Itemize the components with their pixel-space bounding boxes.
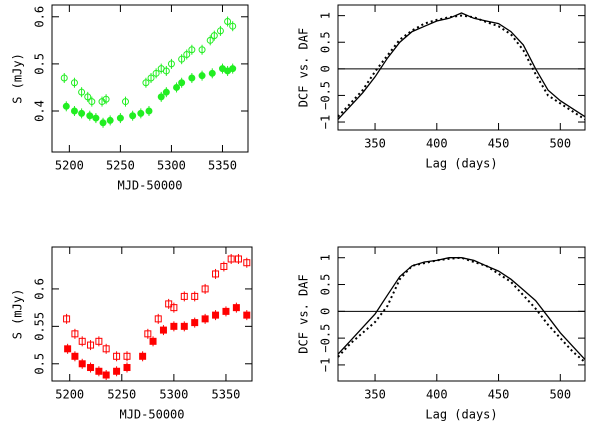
x-tick-label: 400: [426, 388, 448, 402]
dcf-line: [337, 12, 586, 120]
x-axis-label: MJD-50000: [117, 179, 182, 193]
x-tick-label: 350: [364, 388, 386, 402]
y-tick-label: −1: [319, 358, 333, 372]
x-tick-label: 5350: [212, 388, 241, 402]
y-tick-label: −0.5: [319, 81, 333, 110]
x-axis-label: MJD-50000: [119, 408, 184, 422]
y-tick-label: 0: [319, 308, 333, 315]
y-tick-label: 0.6: [33, 6, 47, 28]
x-tick-label: 500: [549, 137, 571, 151]
x-tick-label: 350: [364, 137, 386, 151]
plot-frame: [51, 246, 253, 382]
y-axis-label: S (mJy): [11, 289, 25, 340]
x-axis-label: Lag (days): [425, 157, 497, 171]
x-tick-label: 5300: [159, 388, 188, 402]
x-axis-label: Lag (days): [425, 408, 497, 422]
x-tick-label: 5300: [157, 159, 186, 173]
dcf-line: [337, 257, 586, 361]
y-tick-label: 0.55: [33, 312, 47, 341]
y-tick-label: 0.5: [319, 31, 333, 53]
y-tick-label: −0.5: [319, 324, 333, 353]
y-tick-label: 0.5: [33, 353, 47, 375]
plot-frame: [337, 246, 586, 382]
y-tick-label: 0.5: [33, 53, 47, 75]
y-axis-label: DCF vs. DAF: [297, 28, 311, 107]
y-tick-label: 0: [319, 65, 333, 72]
x-tick-label: 450: [488, 388, 510, 402]
plot-frame: [337, 4, 586, 131]
y-axis-label: DCF vs. DAF: [297, 274, 311, 353]
y-tick-label: 0.6: [33, 278, 47, 300]
x-tick-label: 500: [549, 388, 571, 402]
y-tick-label: 0.5: [319, 274, 333, 296]
x-tick-label: 400: [426, 137, 448, 151]
y-axis-label: S (mJy): [11, 53, 25, 104]
plot-frame: [51, 4, 249, 153]
x-tick-label: 450: [488, 137, 510, 151]
y-tick-label: 1: [319, 254, 333, 261]
x-tick-label: 5200: [55, 388, 84, 402]
y-tick-label: 0.4: [33, 100, 47, 122]
x-tick-label: 5350: [208, 159, 237, 173]
dcf-line: [337, 256, 586, 363]
dcf-line: [337, 14, 586, 121]
x-tick-label: 5250: [106, 159, 135, 173]
y-tick-label: 1: [319, 12, 333, 19]
y-tick-label: −1: [319, 115, 333, 129]
x-tick-label: 5250: [107, 388, 136, 402]
x-tick-label: 5200: [55, 159, 84, 173]
